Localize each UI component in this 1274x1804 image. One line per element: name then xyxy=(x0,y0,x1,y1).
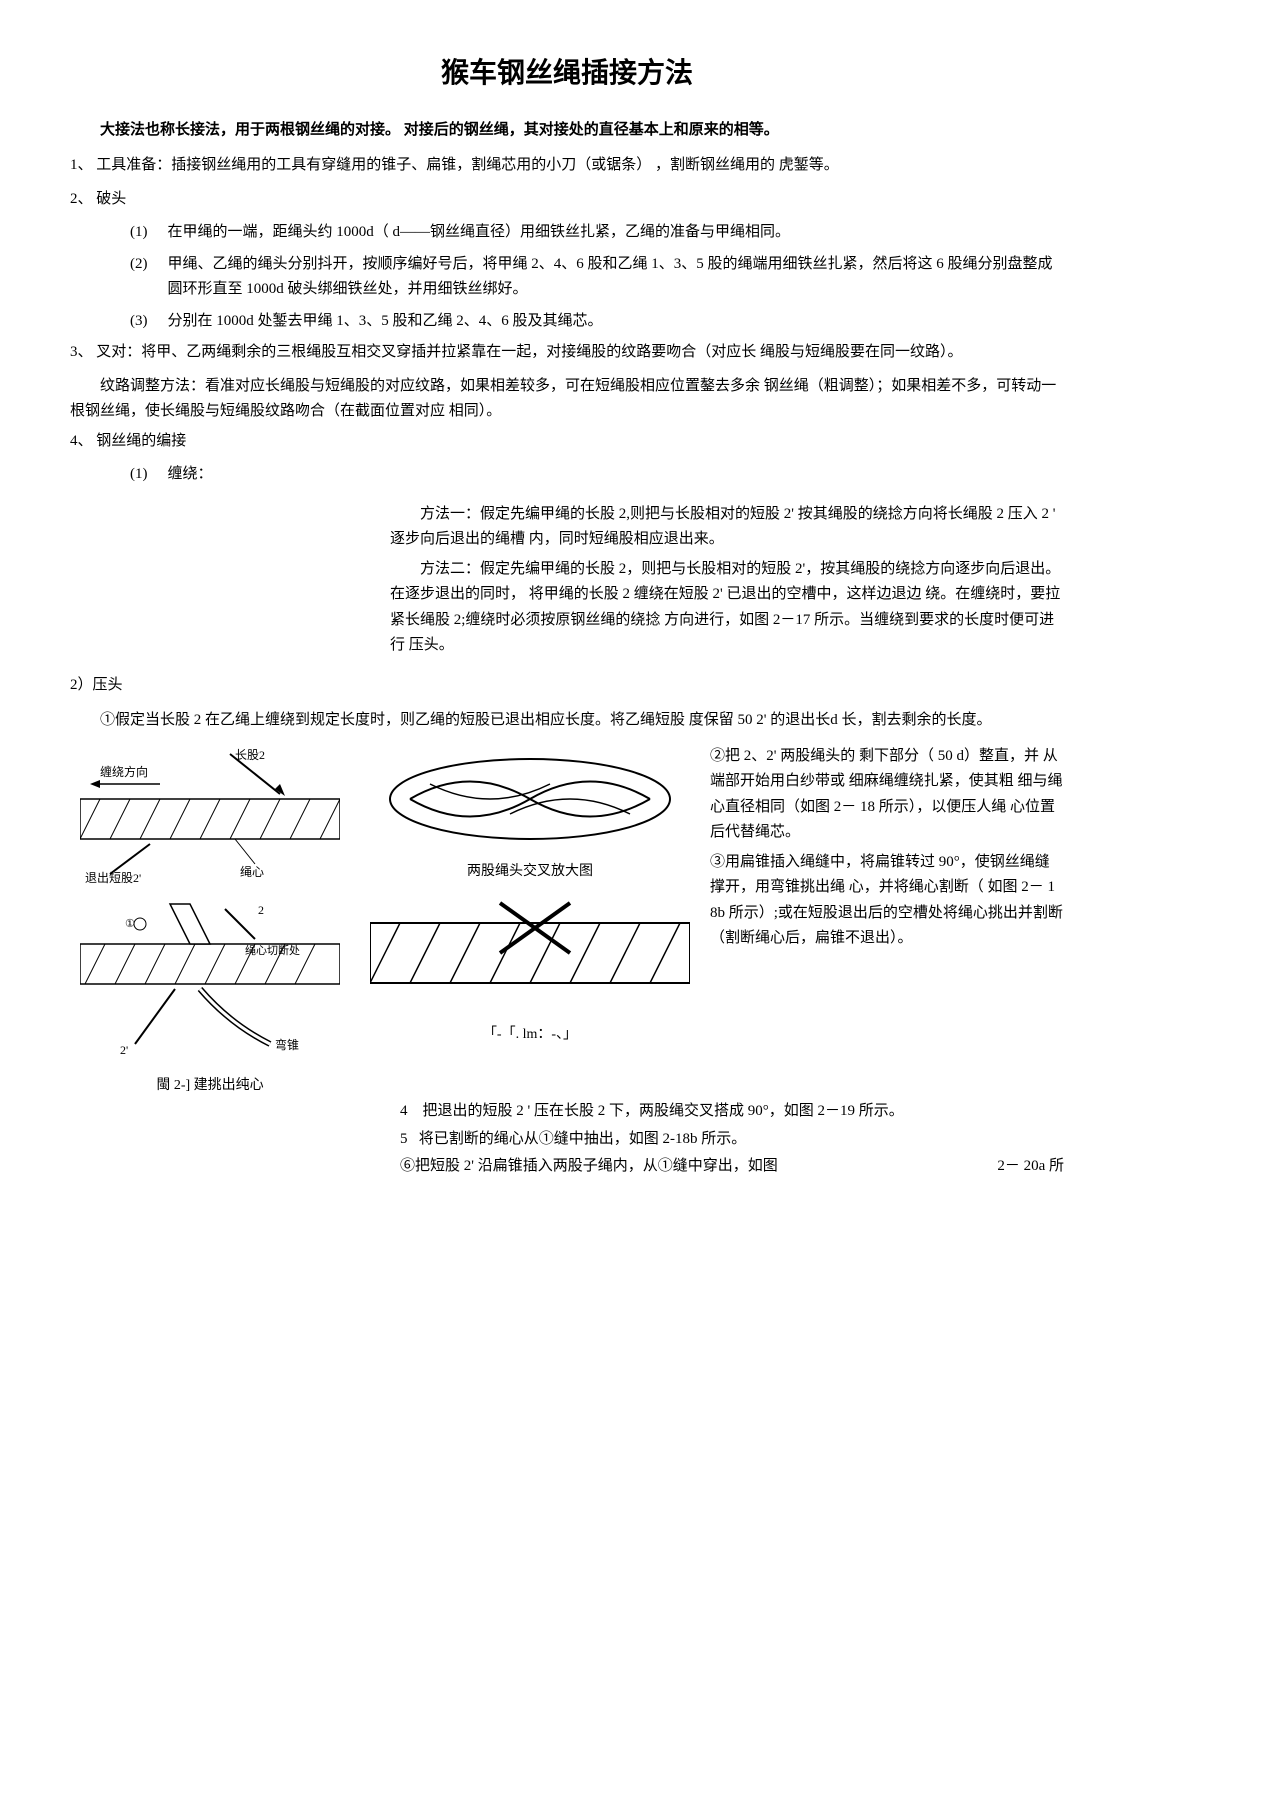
step-3: ③用扁锥插入绳缝中，将扁锥转过 90°，使钢丝绳缝撑开，用弯锥挑出绳 心，并将绳… xyxy=(710,850,1064,952)
step-5-num: 5 xyxy=(400,1131,408,1147)
item-3-num: 3、 xyxy=(70,344,93,360)
figure-rope-twist xyxy=(360,893,700,1013)
step-5-text: 将已割断的绳心从①缝中抽出，如图 2-18b 所示。 xyxy=(419,1131,747,1147)
page-title: 猴车钢丝绳插接方法 xyxy=(70,50,1064,98)
item-2-sub-2: (2) 甲绳、乙绳的绳头分别抖开，按顺序编好号后，将甲绳 2、4、6 股和乙绳 … xyxy=(130,252,1064,303)
figure-wrap-direction: 长股2 缠绕方向 退出短股2' 绳心 xyxy=(70,744,350,884)
sub-text: 缠绕： xyxy=(168,462,1065,488)
label-bend-awl: 弯锥 xyxy=(275,1037,299,1052)
label-core: 绳心 xyxy=(240,865,264,879)
figure-cut-core: ① 2 绳心切断处 弯锥 2' xyxy=(70,894,350,1064)
step-4-num: 4 xyxy=(400,1103,408,1119)
intro-paragraph: 大接法也称长接法，用于两根钢丝绳的对接。 对接后的钢丝绳，其对接处的直径基本上和… xyxy=(70,118,1064,144)
sub-text: 分别在 1000d 处錾去甲绳 1、3、5 股和乙绳 2、4、6 股及其绳芯。 xyxy=(168,309,1065,335)
item-3-para: 纹路调整方法：看准对应长绳股与短绳股的对应纹路，如果相差较多，可在短绳股相应位置… xyxy=(70,374,1064,425)
label-cut: 绳心切断处 xyxy=(245,943,300,957)
step-6: ⑥把短股 2' 沿扁锥插入两股子绳内，从①缝中穿出，如图 2－ 20a 所 xyxy=(370,1154,1064,1180)
label-short-strand: 退出短股2' xyxy=(85,871,141,884)
item-2-text: 破头 xyxy=(96,191,126,207)
item-4-text: 钢丝绳的编接 xyxy=(96,433,186,449)
item-2: 2、 破头 xyxy=(70,187,1064,213)
step-4: 4 把退出的短股 2 ' 压在长股 2 下，两股绳交叉搭成 90°，如图 2－1… xyxy=(370,1099,1064,1125)
item-3-text: 叉对：将甲、乙两绳剩余的三根绳股互相交叉穿插并拉紧靠在一起，对接绳股的纹路要吻合… xyxy=(96,344,962,360)
item-1-text: 工具准备：插接钢丝绳用的工具有穿缝用的锥子、扁锥，割绳芯用的小刀（或锯条） ，割… xyxy=(96,157,839,173)
item-4-num: 4、 xyxy=(70,433,93,449)
sub-paren: (1) xyxy=(130,462,168,488)
sub-text: 甲绳、乙绳的绳头分别抖开，按顺序编好号后，将甲绳 2、4、6 股和乙绳 1、3、… xyxy=(168,252,1065,303)
svg-text:2: 2 xyxy=(258,903,264,917)
item-2-sub-1: (1) 在甲绳的一端，距绳头约 1000d（ d——钢丝绳直径）用细铁丝扎紧，乙… xyxy=(130,220,1064,246)
method-2: 方法二：假定先编甲绳的长股 2，则把与长股相对的短股 2'，按其绳股的绕捻方向逐… xyxy=(390,557,1064,659)
step-6-ref: 2－ 20a 所 xyxy=(967,1154,1064,1180)
item-3: 3、 叉对：将甲、乙两绳剩余的三根绳股互相交叉穿插并拉紧靠在一起，对接绳股的纹路… xyxy=(70,340,1064,366)
sub-paren: (3) xyxy=(130,309,168,335)
item-2-num: 2、 xyxy=(70,191,93,207)
figure-left-caption: 閩 2-] 建挑出纯心 xyxy=(70,1074,350,1098)
method-1: 方法一：假定先编甲绳的长股 2,则把与长股相对的短股 2' 按其绳股的绕捻方向将… xyxy=(390,502,1064,553)
item-1: 1、 工具准备：插接钢丝绳用的工具有穿缝用的锥子、扁锥，割绳芯用的小刀（或锯条）… xyxy=(70,153,1064,179)
section-2-head: 2）压头 xyxy=(70,673,1064,699)
sub-paren: (2) xyxy=(130,252,168,303)
step-6-text: ⑥把短股 2' 沿扁锥插入两股子绳内，从①缝中穿出，如图 xyxy=(400,1158,778,1174)
step-4-text: 把退出的短股 2 ' 压在长股 2 下，两股绳交叉搭成 90°，如图 2－19 … xyxy=(423,1103,904,1119)
svg-text:①: ① xyxy=(125,918,135,930)
sub-text: 在甲绳的一端，距绳头约 1000d（ d——钢丝绳直径）用细铁丝扎紧，乙绳的准备… xyxy=(168,220,1065,246)
step-1: ①假定当长股 2 在乙绳上缠绕到规定长度时，则乙绳的短股已退出相应长度。将乙绳短… xyxy=(70,708,1064,734)
item-2-sub-3: (3) 分别在 1000d 处錾去甲绳 1、3、5 股和乙绳 2、4、6 股及其… xyxy=(130,309,1064,335)
figure-mid-caption: 两股绳头交叉放大图 xyxy=(360,860,700,884)
sub-paren: (1) xyxy=(130,220,168,246)
figure-knot-enlarge: 两股绳头交叉放大图 xyxy=(360,744,700,884)
item-1-num: 1、 xyxy=(70,157,93,173)
figure-mid-bottom-caption: 「-「. lm：-、」 xyxy=(360,1023,700,1047)
step-2: ②把 2、2' 两股绳头的 剩下部分（ 50 d）整直，并 从端部开始用白纱带或… xyxy=(710,744,1064,846)
item-4-sub-1: (1) 缠绕： xyxy=(130,462,1064,488)
svg-text:2': 2' xyxy=(120,1043,128,1057)
label-long-strand: 长股2 xyxy=(235,748,265,762)
item-4: 4、 钢丝绳的编接 xyxy=(70,429,1064,455)
step-5: 5 将已割断的绳心从①缝中抽出，如图 2-18b 所示。 xyxy=(370,1127,1064,1153)
label-direction: 缠绕方向 xyxy=(100,764,148,779)
